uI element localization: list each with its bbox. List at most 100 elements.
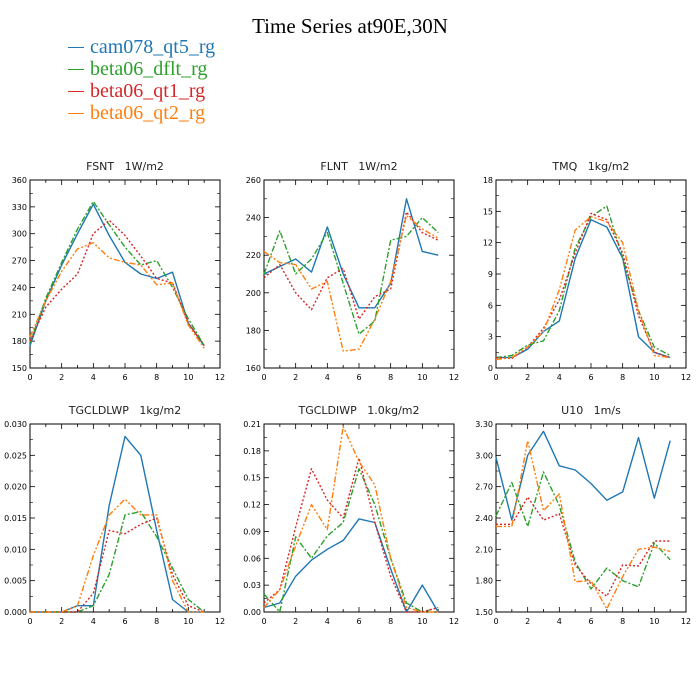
y-tick-label: 0.18	[243, 447, 261, 456]
figure-title: Time Series at90E,30N	[252, 14, 448, 38]
series-line-3	[29, 241, 205, 349]
x-tick-label: 10	[417, 373, 427, 382]
panel-title-3: TGCLDLWP 1kg/m2	[68, 404, 181, 417]
panel-frame-4	[263, 423, 455, 613]
chart-panel-5: U10 1m/s 0 2 4 6 8 10 12 1.50 1.80 2.10 2.40 2.70 3.0…	[475, 404, 691, 626]
y-tick-label: 360	[12, 176, 27, 185]
series-line-2	[263, 457, 439, 613]
series-line-1	[495, 205, 671, 359]
x-tick-label: 2	[525, 617, 530, 626]
x-tick-label: 2	[59, 617, 64, 626]
series-line-2	[263, 211, 439, 320]
x-tick-label: 0	[27, 373, 32, 382]
y-tick-label: 12	[483, 239, 493, 248]
series-line-3	[495, 215, 671, 361]
legend-label-1: beta06_dflt_rg	[90, 58, 208, 80]
x-tick-label: 6	[122, 617, 127, 626]
y-tick-label: 1.50	[475, 608, 493, 617]
x-tick-label: 2	[293, 617, 298, 626]
y-tick-label: 0.06	[243, 554, 261, 563]
x-tick-label: 6	[356, 617, 361, 626]
legend-swatch-2	[68, 90, 84, 92]
series-line-1	[30, 511, 205, 613]
legend-swatch-3	[68, 112, 84, 114]
y-tick-label: 0.03	[243, 581, 261, 590]
x-tick-label: 0	[261, 617, 266, 626]
chart-panel-2: TMQ 1kg/m2 0 2 4 6 8 10 12 0 3 6 9 12 15 18	[483, 160, 691, 382]
y-tick-label: 0.025	[4, 451, 27, 460]
series-line-0	[30, 435, 205, 613]
y-tick-label: 220	[246, 251, 261, 260]
y-tick-label: 0.015	[4, 514, 27, 523]
legend-item-3: beta06_qt2_rg	[68, 102, 215, 124]
x-tick-label: 0	[261, 373, 266, 382]
y-tick-label: 160	[246, 364, 261, 373]
x-tick-label: 10	[649, 373, 659, 382]
x-tick-label: 6	[356, 373, 361, 382]
x-tick-label: 2	[59, 373, 64, 382]
y-tick-label: 0.21	[243, 420, 261, 429]
y-tick-label: 2.10	[475, 545, 493, 554]
panel-title-2: TMQ 1kg/m2	[551, 160, 629, 173]
series-line-0	[263, 518, 439, 613]
x-tick-label: 8	[154, 373, 159, 382]
legend-swatch-1	[68, 68, 84, 70]
x-tick-label: 0	[493, 617, 498, 626]
x-tick-label: 12	[215, 617, 225, 626]
y-tick-label: 300	[12, 230, 27, 239]
series-line-0	[29, 203, 205, 347]
series-line-3	[263, 214, 439, 352]
legend-label-0: cam078_qt5_rg	[90, 36, 216, 58]
panel-title-0: FSNT 1W/m2	[86, 160, 164, 173]
chart-panel-0: FSNT 1W/m2 0 2 4 6 8 10 12 150 180 210 240 270 300 330…	[12, 160, 225, 382]
series-line-0	[263, 198, 439, 309]
x-tick-label: 2	[525, 373, 530, 382]
y-tick-label: 150	[12, 364, 27, 373]
y-tick-label: 0.12	[243, 501, 261, 510]
series-line-2	[495, 212, 671, 360]
series-line-3	[496, 440, 671, 610]
x-tick-label: 10	[649, 617, 659, 626]
panel-frame-0	[29, 179, 221, 369]
chart-panel-3: TGCLDLWP 1kg/m2 0 2 4 6 8 10 12 0.000 0.005 0.010 0…	[4, 404, 225, 626]
y-tick-label: 15	[483, 207, 493, 216]
x-tick-label: 10	[183, 373, 193, 382]
x-tick-label: 4	[557, 373, 562, 382]
chart-panel-4: TGCLDIWP 1.0kg/m2 0 2 4 6 8 10 12 0.00 0.03 0.06 0.…	[243, 404, 459, 626]
x-tick-label: 8	[620, 373, 625, 382]
x-tick-label: 8	[388, 373, 393, 382]
series-line-1	[263, 468, 439, 613]
legend-swatch-0	[68, 46, 84, 48]
legend-item-0: cam078_qt5_rg	[68, 36, 215, 58]
y-tick-label: 210	[12, 310, 27, 319]
y-tick-label: 240	[246, 214, 261, 223]
x-tick-label: 12	[681, 617, 691, 626]
legend-label-3: beta06_qt2_rg	[90, 102, 206, 124]
y-tick-label: 18	[483, 176, 493, 185]
y-tick-label: 6	[488, 301, 493, 310]
y-tick-label: 3.30	[475, 420, 493, 429]
panel-frame-2	[495, 179, 687, 369]
series-line-3	[30, 498, 205, 613]
chart-panel-1: FLNT 1W/m2 0 2 4 6 8 10 12 160 180 200 220 240 260	[246, 160, 459, 382]
x-tick-label: 10	[183, 617, 193, 626]
panel-frame-1	[263, 179, 455, 369]
legend: cam078_qt5_rg beta06_dflt_rg beta06_qt1_…	[68, 36, 215, 124]
y-tick-label: 0.000	[4, 608, 27, 617]
x-tick-label: 6	[588, 617, 593, 626]
x-tick-label: 8	[620, 617, 625, 626]
x-tick-label: 6	[588, 373, 593, 382]
series-line-2	[30, 517, 205, 613]
x-tick-label: 0	[493, 373, 498, 382]
y-tick-label: 2.70	[475, 483, 493, 492]
x-tick-label: 0	[27, 617, 32, 626]
series-line-2	[29, 219, 205, 347]
x-tick-label: 4	[557, 617, 562, 626]
y-tick-label: 9	[488, 270, 493, 279]
y-tick-label: 1.80	[475, 577, 493, 586]
y-tick-label: 3.00	[475, 451, 493, 460]
panel-title-4: TGCLDIWP 1.0kg/m2	[297, 404, 419, 417]
x-tick-label: 12	[215, 373, 225, 382]
y-tick-label: 270	[12, 257, 27, 266]
y-tick-label: 240	[12, 283, 27, 292]
